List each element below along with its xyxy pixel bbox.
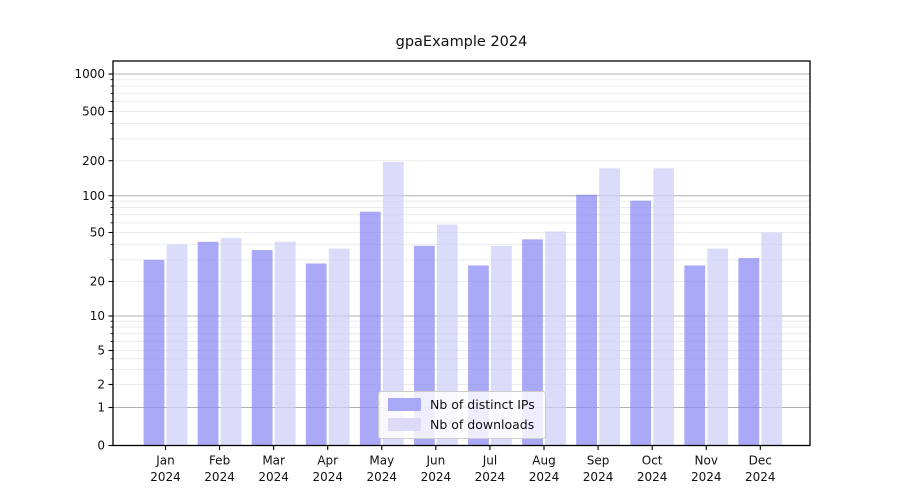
bar-ips-sep <box>576 194 597 446</box>
x-tick-label-year: 2024 <box>475 470 506 484</box>
y-tick-label: 500 <box>82 105 105 119</box>
y-tick-label: 100 <box>82 189 105 203</box>
plot-border <box>112 60 811 447</box>
chart-title: gpaExample 2024 <box>395 34 528 50</box>
x-tick-label-year: 2024 <box>637 470 668 484</box>
bar-ips-dec <box>738 258 760 446</box>
legend-label-downloads: Nb of downloads <box>430 417 535 432</box>
x-tick-label-year: 2024 <box>150 470 181 484</box>
x-tick-label-year: 2024 <box>204 470 235 484</box>
x-tick-label-month: Sep <box>587 454 610 468</box>
legend-label-distinct-ips: Nb of distinct IPs <box>430 397 535 412</box>
legend-swatch-downloads-icon <box>388 418 421 431</box>
x-tick-label-month: Oct <box>642 454 663 468</box>
bar-ips-jan <box>143 259 165 446</box>
x-tick-label-year: 2024 <box>421 470 452 484</box>
x-tick-label-month: Apr <box>317 454 338 468</box>
y-tick-label: 2 <box>97 378 105 392</box>
bar-downloads-may <box>382 161 404 446</box>
bar-ips-feb <box>197 241 219 446</box>
bar-ips-apr <box>305 263 327 446</box>
y-tick-label: 0 <box>97 439 105 453</box>
y-tick-label: 5 <box>97 344 105 358</box>
y-tick-label: 20 <box>90 275 105 289</box>
legend-swatch-distinct-ips-icon <box>388 398 421 411</box>
y-tick-label: 1 <box>97 401 105 415</box>
y-tick-label: 1000 <box>74 67 105 81</box>
bar-downloads-oct <box>653 168 675 446</box>
x-tick-label-year: 2024 <box>583 470 614 484</box>
x-tick-label-year: 2024 <box>258 470 289 484</box>
x-tick-label-year: 2024 <box>691 470 722 484</box>
bar-downloads-mar <box>274 241 296 446</box>
bar-downloads-aug <box>545 231 566 446</box>
legend-item-downloads: Nb of downloads <box>388 417 535 432</box>
x-tick-label-month: Jun <box>425 454 445 468</box>
x-tick-label-month: Jul <box>482 454 497 468</box>
bar-ips-oct <box>630 200 652 446</box>
x-tick-label-year: 2024 <box>367 470 398 484</box>
bar-ips-mar <box>251 250 273 446</box>
bar-downloads-nov <box>707 248 729 446</box>
bar-downloads-jan <box>166 244 188 446</box>
x-tick-label-year: 2024 <box>312 470 343 484</box>
bar-ips-nov <box>684 265 706 446</box>
bar-downloads-apr <box>328 248 350 446</box>
y-tick-label: 50 <box>90 226 105 240</box>
x-tick-label-month: Dec <box>749 454 772 468</box>
y-tick-label: 200 <box>82 154 105 168</box>
bar-downloads-feb <box>220 238 242 446</box>
x-tick-label-month: Aug <box>532 454 555 468</box>
bar-downloads-sep <box>599 168 620 446</box>
x-tick-label-month: May <box>369 454 394 468</box>
x-tick-label-month: Jan <box>155 454 175 468</box>
bar-downloads-dec <box>761 232 783 446</box>
x-tick-label-month: Feb <box>209 454 230 468</box>
legend: Nb of distinct IPs Nb of downloads <box>378 391 546 439</box>
bar-ips-may <box>359 211 381 446</box>
x-tick-label-month: Nov <box>695 454 718 468</box>
x-tick-label-year: 2024 <box>745 470 776 484</box>
legend-item-distinct-ips: Nb of distinct IPs <box>388 397 535 412</box>
x-tick-label-year: 2024 <box>529 470 560 484</box>
y-tick-label: 10 <box>90 309 105 323</box>
bar-downloads-jun <box>436 224 458 446</box>
x-tick-label-month: Mar <box>262 454 285 468</box>
